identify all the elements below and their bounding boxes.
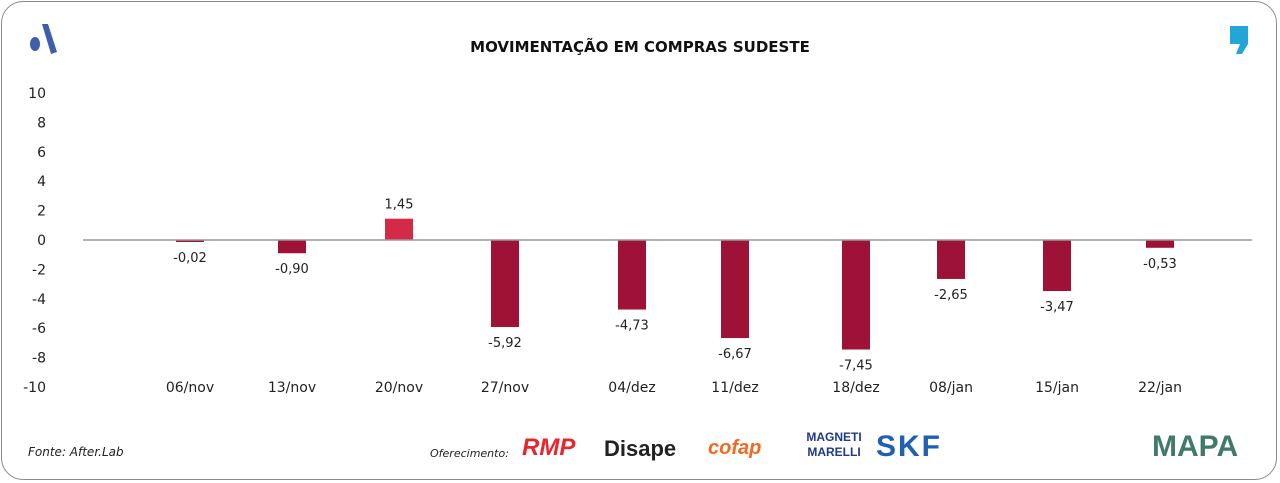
x-tick-label: 18/dez (832, 380, 879, 396)
comma-logo-icon (1230, 26, 1248, 54)
x-tick-label: 20/nov (375, 380, 423, 396)
y-tick-label: -10 (23, 380, 46, 396)
y-tick-label: -8 (32, 351, 46, 367)
y-tick-label: 4 (37, 174, 46, 190)
x-tick-label: 15/jan (1035, 380, 1079, 396)
y-tick-label: -4 (32, 292, 46, 308)
data-label: -5,92 (488, 336, 522, 351)
data-label: -6,67 (718, 347, 752, 362)
x-tick-label: 06/nov (166, 380, 214, 396)
sponsor-logo-disape: Disape (604, 436, 677, 461)
data-label: -0,02 (173, 251, 207, 266)
bar (618, 240, 646, 310)
chart-title: MOVIMENTAÇÃO EM COMPRAS SUDESTE (470, 38, 810, 56)
bar (937, 240, 965, 279)
bar (491, 240, 519, 328)
x-tick-label: 04/dez (608, 380, 655, 396)
sponsor-logo-magneti-marelli: MAGNETI MARELLI (806, 430, 862, 459)
y-tick-label: -6 (32, 321, 46, 337)
bar (278, 240, 306, 254)
y-tick-label: 2 (37, 204, 46, 220)
data-label: 1,45 (385, 198, 414, 213)
bar (176, 240, 204, 242)
y-tick-label: 0 (37, 233, 46, 249)
data-label: -0,90 (275, 262, 309, 277)
y-tick-label: 10 (28, 86, 46, 102)
sponsor-logo-rmp: RMP (522, 434, 576, 461)
bar (721, 240, 749, 339)
y-tick-label: -2 (32, 262, 46, 278)
bar (1043, 240, 1071, 292)
source-note: Fonte: After.Lab (28, 445, 124, 459)
data-label: -0,53 (1143, 257, 1177, 272)
x-tick-label: 13/nov (268, 380, 316, 396)
bar (842, 240, 870, 350)
afterlab-logo-icon (30, 24, 57, 54)
bar-chart: 10 8 6 4 2 0 -2 -4 -6 -8 -10 -0,02 06/nov -0,90 13/nov… (23, 86, 1252, 396)
x-tick-label: 11/dez (711, 380, 758, 396)
x-tick-label: 08/jan (929, 380, 973, 396)
offered-label: Oferecimento: (430, 447, 509, 460)
data-label: -4,73 (615, 319, 649, 334)
y-tick-label: 6 (37, 145, 46, 161)
data-label: -7,45 (839, 359, 873, 374)
sponsor-logo-skf: SKF (876, 430, 942, 463)
mapa-logo: MAPA (1152, 430, 1239, 463)
bar (385, 218, 413, 240)
x-tick-label: 27/nov (481, 380, 529, 396)
data-label: -3,47 (1040, 300, 1074, 315)
sponsor-logo-cofap: cofap (708, 437, 762, 459)
x-tick-label: 22/jan (1138, 380, 1182, 396)
data-label: -2,65 (934, 288, 968, 303)
y-tick-label: 8 (37, 115, 46, 131)
bar (1146, 240, 1174, 248)
